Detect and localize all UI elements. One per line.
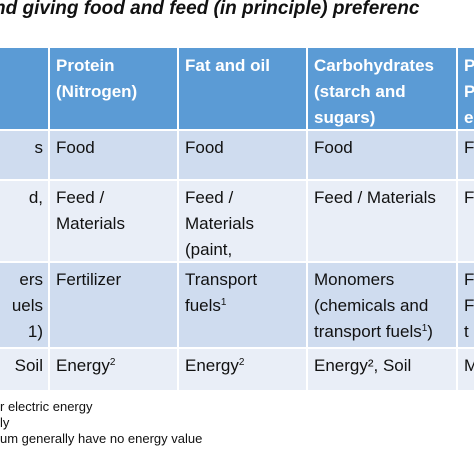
column-divider [306,48,308,390]
table-title: nd giving food and feed (in principle) p… [0,0,474,48]
column-divider [48,48,50,390]
table-cell: Feed / Materials [307,180,457,262]
table-cell: Food [178,130,307,180]
title-line-1: nd giving food and feed (in principle) p… [0,0,420,19]
header-cell: Fat and oil [178,48,307,130]
table-cell: ers uels 1) [0,262,49,348]
table-cell: Feed /Materials(paint,chemicals) / [178,180,307,262]
header-cell: Carbohydrates (starch and sugars) [307,48,457,130]
row-divider [0,347,474,349]
table-cell: Feed / Materials [49,180,178,262]
footnote-2: ly [0,415,10,430]
header-cell [0,48,49,130]
row-divider [0,261,474,263]
table-cell: Energy2 [178,348,307,390]
column-divider [456,48,458,390]
table-cell: Energy², Soil [307,348,457,390]
table-cell: Food [307,130,457,180]
table-cell: Fertilizer [49,262,178,348]
header-cell: Protein (Nitrogen) [49,48,178,130]
table-cell: Energy2 [49,348,178,390]
row-divider [0,179,474,181]
table-cell: Food [49,130,178,180]
table-cell: F [457,180,474,262]
footnote-3: um generally have no energy value [0,431,203,446]
footnote-1: r electric energy [0,399,93,414]
table-cell: d, [0,180,49,262]
row-divider [0,129,474,131]
table-cell: s [0,130,49,180]
priority-table: Protein (Nitrogen) Fat and oil Carbohydrate… [0,48,474,390]
table-cell: Transport fuels1 [178,262,307,348]
table-cell: Soil [0,348,49,390]
table-cell: M [457,348,474,390]
table-cell: Monomers (chemicals and transport fuels1) [307,262,457,348]
column-divider [177,48,179,390]
table-cell: F [457,130,474,180]
